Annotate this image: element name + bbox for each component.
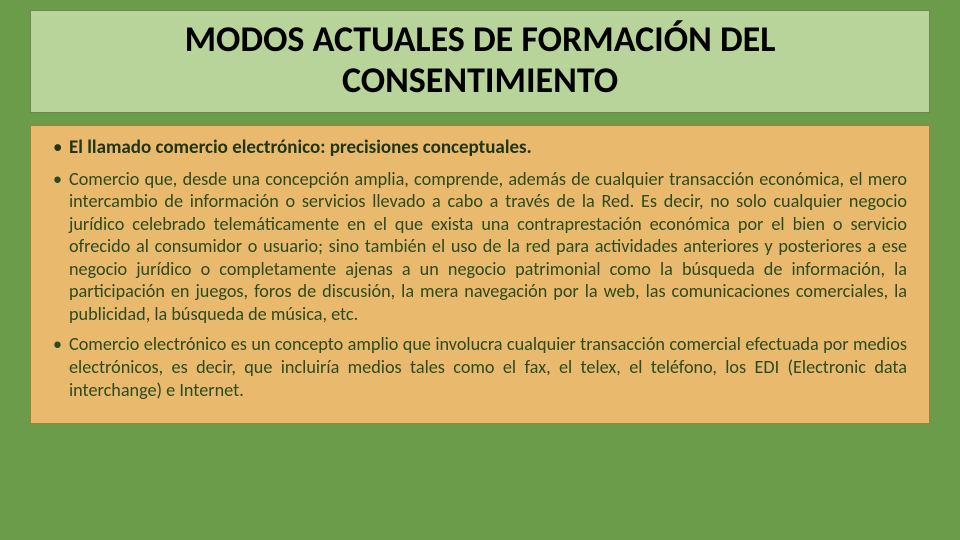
bullet-item: • Comercio electrónico es un concepto am… [53,333,907,401]
bullet-marker: • [53,136,69,160]
slide-title: MODOS ACTUALES DE FORMACIÓN DEL CONSENTI… [51,19,909,102]
bullet-marker: • [53,168,69,326]
bullet-text: Comercio que, desde una concepción ampli… [69,168,907,326]
bullet-marker: • [53,333,69,401]
bullet-text: Comercio electrónico es un concepto ampl… [69,333,907,401]
title-box: MODOS ACTUALES DE FORMACIÓN DEL CONSENTI… [30,10,930,113]
content-box: • El llamado comercio electrónico: preci… [30,125,930,424]
bullet-item: • Comercio que, desde una concepción amp… [53,168,907,326]
bullet-lead-text: El llamado comercio electrónico: precisi… [69,136,907,160]
bullet-lead: • El llamado comercio electrónico: preci… [53,136,907,160]
